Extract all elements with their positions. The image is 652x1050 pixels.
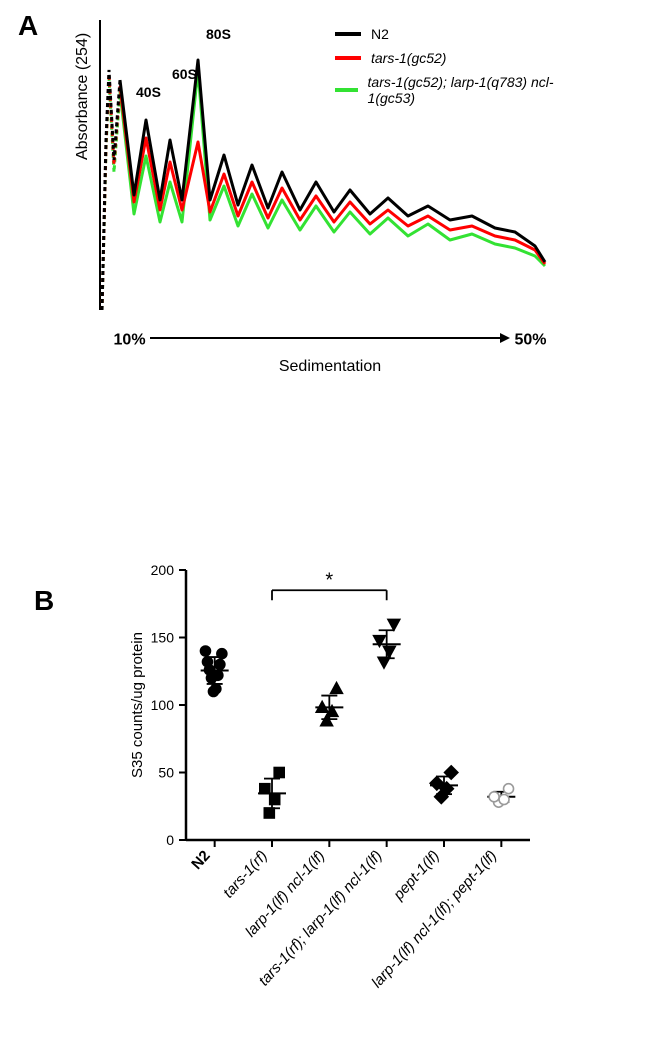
panel-a-legend: N2 tars-1(gc52) tars-1(gc52); larp-1(q78… [335,26,570,114]
svg-text:larp-1(lf) ncl-1(lf); pept-1(l: larp-1(lf) ncl-1(lf); pept-1(lf) [368,847,500,991]
peak-80s-label: 80S [206,26,231,42]
svg-text:50: 50 [158,765,174,781]
legend-swatch-triple [335,88,358,92]
svg-text:tars-1(rf): tars-1(rf) [220,847,271,901]
legend-row-triple: tars-1(gc52); larp-1(q783) ncl-1(gc53) [335,74,570,106]
panel-a: Absorbance (254) 40S 60S 80S N2 tars-1(g… [90,20,570,370]
legend-label-triple: tars-1(gc52); larp-1(q783) ncl-1(gc53) [368,74,570,106]
panel-b: 0 50 100 150 200 S35 counts/ug protein N2 tars-… [120,560,550,1020]
sedimentation-axis: 10% 50% [90,331,570,350]
figure-page: A B Absorbance (254) 40S 60S 80S N2 tars… [0,0,652,1050]
svg-text:N2: N2 [188,847,213,873]
sed-left: 10% [114,332,146,349]
svg-text:0: 0 [166,832,174,848]
svg-text:pept-1(lf): pept-1(lf) [390,847,443,904]
svg-text:S35 counts/ug protein: S35 counts/ug protein [129,632,146,778]
legend-row-tars1: tars-1(gc52) [335,50,570,66]
legend-swatch-tars1 [335,56,361,60]
svg-text:100: 100 [151,697,175,713]
s35-scatter-chart: 0 50 100 150 200 S35 counts/ug protein N2 tars-… [120,560,550,1020]
legend-row-n2: N2 [335,26,570,42]
peak-40s-label: 40S [136,84,161,100]
peak-60s-label: 60S [172,66,197,82]
panel-a-xlabel: Sedimentation [90,358,570,376]
sed-arrow-icon [150,331,510,350]
svg-text:*: * [325,569,333,591]
panel-a-label: A [18,10,38,42]
svg-text:tars-1(rf); larp-1(lf) ncl-1(l: tars-1(rf); larp-1(lf) ncl-1(lf) [255,847,385,989]
sed-right: 50% [514,332,546,349]
svg-text:200: 200 [151,562,175,578]
legend-swatch-n2 [335,32,361,36]
legend-label-n2: N2 [371,26,389,42]
svg-text:150: 150 [151,630,175,646]
legend-label-tars1: tars-1(gc52) [371,50,446,66]
panel-b-label: B [34,585,54,617]
panel-a-ylabel: Absorbance (254) [74,33,92,160]
